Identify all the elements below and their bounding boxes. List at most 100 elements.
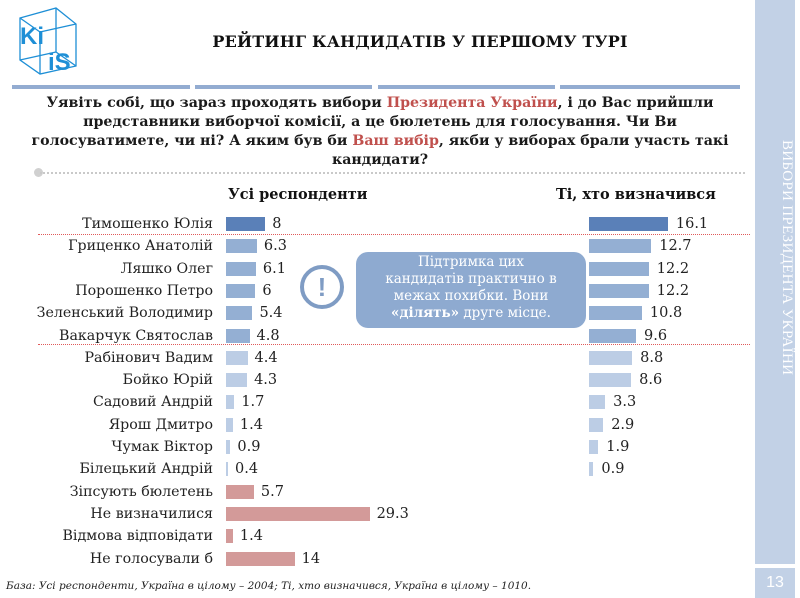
- category-label: Білецький Андрій: [79, 461, 213, 478]
- bar: [589, 217, 668, 231]
- value-label: 2.9: [611, 416, 635, 433]
- chart-row: Відмова відповідати 1.4: [0, 525, 560, 547]
- value-label: 8: [272, 216, 282, 232]
- value-label: 4.8: [256, 327, 280, 344]
- bar: [589, 239, 652, 254]
- bar: [226, 239, 257, 254]
- value-label: 1.4: [239, 528, 263, 545]
- chart-row: Зеленський Володимир 5.4: [0, 302, 560, 324]
- chart-row: Тимошенко Юлія 8: [0, 213, 560, 235]
- header-rule-segment: [195, 85, 372, 89]
- category-label: Не визначилися: [90, 505, 213, 522]
- bar: [226, 261, 256, 276]
- category-label: Садовий Андрій: [92, 394, 213, 411]
- bar: [589, 350, 633, 365]
- bar: [226, 440, 231, 454]
- category-label: Бойко Юрій: [122, 372, 213, 389]
- chart-row: 0.9: [0, 458, 750, 480]
- bar: [589, 417, 604, 432]
- chart-row: Не голосували б 14: [0, 548, 560, 570]
- bar: [226, 506, 370, 521]
- bar: [226, 373, 248, 388]
- page-title: РЕЙТИНГ КАНДИДАТІВ У ПЕРШОМУ ТУРІ: [212, 32, 628, 51]
- bar: [226, 484, 254, 499]
- chart-row: Вакарчук Святослав 4.8: [0, 325, 560, 347]
- bar: [589, 462, 594, 477]
- value-label: 0.4: [235, 461, 259, 478]
- bar: [226, 462, 228, 477]
- bar: [226, 217, 266, 231]
- chart-row: 12.7: [0, 235, 750, 257]
- value-label: 0.9: [237, 439, 261, 455]
- value-label: 6.1: [262, 260, 286, 277]
- bar: [589, 283, 649, 298]
- section-sidebar: [755, 0, 795, 564]
- chart-row: Садовий Андрій 1.7: [0, 391, 560, 413]
- bar: [589, 328, 637, 343]
- category-label: Зіпсують бюлетень: [69, 483, 213, 500]
- chart-row: Гриценко Анатолій 6.3: [0, 235, 560, 257]
- value-label: 5.4: [259, 305, 283, 322]
- section-label: ВИБОРИ ПРЕЗИДЕНТА УКРАЇНИ: [779, 140, 795, 376]
- category-label: Зеленський Володимир: [36, 305, 213, 322]
- chart-row: 10.8: [0, 302, 750, 324]
- page-number: 13: [755, 568, 795, 598]
- survey-question: Уявіть собі, що зараз проходять вибори П…: [31, 95, 729, 168]
- bar: [226, 328, 250, 343]
- category-label: Рабінович Вадим: [84, 349, 213, 366]
- category-label: Ярош Дмитро: [108, 416, 213, 433]
- chart-row: Ляшко Олег 6.1: [0, 258, 560, 280]
- bar: [226, 551, 295, 566]
- value-label: 1.9: [606, 439, 630, 455]
- value-label: 1.4: [239, 416, 263, 433]
- chart-row: 16.1: [0, 213, 750, 235]
- category-label: Вакарчук Святослав: [59, 327, 213, 344]
- value-label: 6.3: [263, 238, 287, 255]
- chart-title-decided: Ті, хто визначився: [556, 186, 716, 203]
- value-label: 16.1: [675, 216, 709, 232]
- bar: [226, 283, 256, 298]
- category-label: Ляшко Олег: [120, 260, 213, 277]
- header-rule-segment: [12, 85, 190, 89]
- value-label: 12.7: [659, 238, 692, 255]
- category-label: Не голосували б: [89, 550, 213, 567]
- chart-row: Білецький Андрій 0.4: [0, 458, 560, 480]
- category-label: Гриценко Анатолій: [68, 238, 213, 255]
- chart-row: 8.8: [0, 347, 750, 369]
- chart-row: 8.6: [0, 369, 750, 391]
- bar: [226, 350, 248, 365]
- bar: [589, 440, 599, 454]
- bar: [226, 306, 253, 321]
- chart-row: Бойко Юрій 4.3: [0, 369, 560, 391]
- base-footnote: База: Усі респонденти, Україна в цілому …: [6, 580, 532, 592]
- value-label: 1.7: [241, 394, 265, 411]
- category-label: Чумак Віктор: [111, 439, 214, 455]
- chart-row: 2.9: [0, 414, 750, 436]
- value-label: 3.3: [613, 394, 637, 411]
- kiis-logo: Ki iS: [19, 7, 77, 76]
- bar: [589, 373, 632, 388]
- chart-title-all-respondents: Усі респонденти: [228, 186, 368, 203]
- chart-row: Чумак Віктор 0.9: [0, 436, 560, 458]
- svg-text:iS: iS: [48, 49, 71, 76]
- chart-row: 1.9: [0, 436, 750, 458]
- value-label: 14: [301, 550, 321, 567]
- question-highlight-choice: Ваш вибір: [352, 133, 439, 149]
- bar: [589, 261, 649, 276]
- header-rule-segment: [378, 85, 555, 89]
- value-label: 5.7: [260, 483, 284, 500]
- value-label: 8.8: [640, 349, 664, 366]
- chart-row: Рабінович Вадим 4.4: [0, 347, 560, 369]
- header-rule-segment: [560, 85, 740, 89]
- divider-dot: [34, 168, 43, 177]
- value-label: 0.9: [601, 461, 625, 478]
- group-separator: [38, 234, 566, 235]
- value-label: 4.4: [254, 349, 278, 366]
- chart-row: 12.2: [0, 280, 750, 302]
- group-separator-right: [560, 234, 750, 235]
- chart-row: Порошенко Петро 6: [0, 280, 560, 302]
- category-label: Порошенко Петро: [75, 282, 213, 299]
- group-separator: [38, 344, 566, 345]
- chart-row: Ярош Дмитро 1.4: [0, 414, 560, 436]
- value-label: 8.6: [639, 372, 663, 389]
